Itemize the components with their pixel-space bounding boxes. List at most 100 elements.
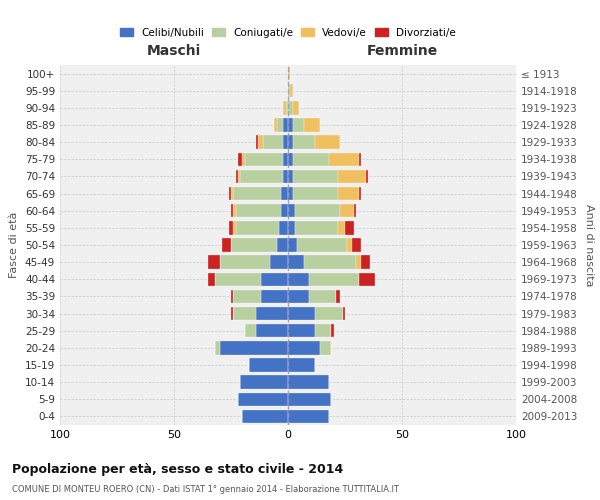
Bar xyxy=(208,256,220,269)
Bar xyxy=(359,187,361,200)
Bar xyxy=(277,238,288,252)
Bar xyxy=(288,67,290,80)
Bar xyxy=(288,358,316,372)
Bar xyxy=(231,204,233,218)
Bar xyxy=(215,341,220,354)
Bar xyxy=(288,204,295,218)
Bar xyxy=(320,341,331,354)
Bar xyxy=(279,221,288,234)
Bar xyxy=(304,256,356,269)
Bar xyxy=(270,256,288,269)
Bar xyxy=(220,341,288,354)
Bar xyxy=(231,238,277,252)
Bar xyxy=(286,101,288,114)
Bar xyxy=(288,272,308,286)
Bar xyxy=(288,187,293,200)
Bar xyxy=(352,238,361,252)
Bar xyxy=(263,136,283,149)
Legend: Celibi/Nubili, Coniugati/e, Vedovi/e, Divorziati/e: Celibi/Nubili, Coniugati/e, Vedovi/e, Di… xyxy=(116,24,460,42)
Bar xyxy=(288,170,293,183)
Bar xyxy=(297,238,347,252)
Bar xyxy=(245,324,256,338)
Bar xyxy=(288,118,293,132)
Bar xyxy=(233,290,260,303)
Bar xyxy=(338,170,365,183)
Bar xyxy=(283,152,288,166)
Y-axis label: Fasce di età: Fasce di età xyxy=(10,212,19,278)
Bar xyxy=(295,221,338,234)
Text: Popolazione per età, sesso e stato civile - 2014: Popolazione per età, sesso e stato civil… xyxy=(12,462,343,475)
Bar xyxy=(233,221,236,234)
Bar xyxy=(208,272,215,286)
Bar xyxy=(277,118,283,132)
Bar xyxy=(236,204,281,218)
Bar xyxy=(290,84,293,98)
Bar xyxy=(238,170,240,183)
Bar xyxy=(240,170,283,183)
Bar xyxy=(249,358,288,372)
Bar xyxy=(260,272,288,286)
Bar xyxy=(288,392,331,406)
Bar xyxy=(288,256,304,269)
Bar xyxy=(288,376,329,389)
Bar xyxy=(220,256,270,269)
Bar xyxy=(336,290,340,303)
Bar xyxy=(293,101,299,114)
Bar xyxy=(359,152,361,166)
Bar xyxy=(242,152,245,166)
Bar xyxy=(233,307,256,320)
Bar xyxy=(288,290,308,303)
Bar xyxy=(229,221,233,234)
Bar xyxy=(231,290,233,303)
Bar xyxy=(283,118,288,132)
Bar xyxy=(256,136,259,149)
Bar xyxy=(288,238,297,252)
Bar xyxy=(231,187,233,200)
Text: COMUNE DI MONTEU ROERO (CN) - Dati ISTAT 1° gennaio 2014 - Elaborazione TUTTITAL: COMUNE DI MONTEU ROERO (CN) - Dati ISTAT… xyxy=(12,485,399,494)
Bar xyxy=(256,307,288,320)
Bar xyxy=(343,307,345,320)
Bar xyxy=(288,341,320,354)
Bar xyxy=(233,187,281,200)
Bar xyxy=(345,221,354,234)
Bar xyxy=(347,238,352,252)
Bar xyxy=(354,204,356,218)
Bar xyxy=(338,187,359,200)
Bar xyxy=(356,256,361,269)
Bar xyxy=(288,101,293,114)
Bar xyxy=(316,324,331,338)
Bar xyxy=(283,170,288,183)
Bar xyxy=(293,152,329,166)
Bar xyxy=(238,152,242,166)
Bar xyxy=(242,410,288,423)
Bar xyxy=(281,187,288,200)
Bar xyxy=(236,170,238,183)
Bar xyxy=(245,152,283,166)
Bar xyxy=(256,324,288,338)
Bar xyxy=(304,118,320,132)
Bar xyxy=(231,307,233,320)
Bar xyxy=(260,290,288,303)
Bar xyxy=(293,187,338,200)
Bar xyxy=(283,101,286,114)
Bar xyxy=(293,136,316,149)
Bar xyxy=(215,272,260,286)
Bar xyxy=(288,410,329,423)
Bar xyxy=(361,256,370,269)
Bar xyxy=(238,392,288,406)
Bar xyxy=(236,221,279,234)
Bar xyxy=(274,118,277,132)
Bar xyxy=(281,204,288,218)
Bar xyxy=(359,272,374,286)
Bar xyxy=(316,136,340,149)
Bar xyxy=(288,324,316,338)
Y-axis label: Anni di nascita: Anni di nascita xyxy=(584,204,594,286)
Bar xyxy=(331,324,334,338)
Bar xyxy=(308,272,359,286)
Bar xyxy=(288,136,293,149)
Bar xyxy=(233,204,236,218)
Bar xyxy=(229,187,231,200)
Bar xyxy=(288,221,295,234)
Bar xyxy=(283,136,288,149)
Text: Maschi: Maschi xyxy=(147,44,201,58)
